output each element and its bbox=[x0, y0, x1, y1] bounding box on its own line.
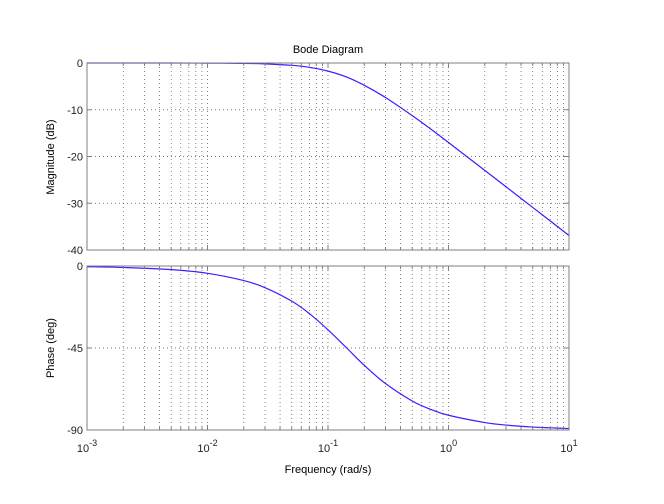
phase-tick-marks bbox=[86, 265, 569, 431]
phase-curve bbox=[86, 266, 570, 430]
ytick-label: -30 bbox=[67, 198, 83, 210]
ytick-label: -20 bbox=[67, 152, 83, 164]
ytick-label: -45 bbox=[67, 343, 83, 355]
frequency-xlabel: Frequency (rad/s) bbox=[285, 464, 372, 476]
magnitude-panel: 0 -10 -20 -30 -40 Magnitude (dB) bbox=[45, 58, 570, 257]
phase-ylabel: Phase (deg) bbox=[45, 318, 57, 378]
xtick-label: 10-2 bbox=[197, 438, 217, 455]
magnitude-grid bbox=[87, 63, 569, 250]
phase-grid bbox=[87, 266, 569, 430]
xtick-label: 101 bbox=[560, 438, 577, 455]
magnitude-ytick-labels: 0 -10 -20 -30 -40 bbox=[67, 58, 83, 257]
phase-ytick-labels: 0 -45 -90 bbox=[67, 261, 83, 437]
magnitude-curve bbox=[86, 62, 570, 236]
ytick-label: 0 bbox=[77, 58, 83, 70]
frequency-tick-labels: 10-3 10-2 10-1 100 101 bbox=[77, 438, 578, 455]
phase-line bbox=[86, 266, 570, 430]
ytick-label: 0 bbox=[77, 261, 83, 273]
ytick-label: -40 bbox=[67, 245, 83, 257]
ytick-label: -10 bbox=[67, 105, 83, 117]
ytick-label: -90 bbox=[67, 425, 83, 437]
phase-panel: 0 -45 -90 Phase (deg) bbox=[45, 261, 570, 437]
xtick-label: 100 bbox=[440, 438, 457, 455]
magnitude-tick-marks bbox=[86, 62, 569, 251]
magnitude-ylabel: Magnitude (dB) bbox=[45, 119, 57, 194]
magnitude-line bbox=[86, 62, 570, 236]
chart-title: Bode Diagram bbox=[293, 44, 363, 56]
xtick-label: 10-1 bbox=[318, 438, 338, 455]
xtick-label: 10-3 bbox=[77, 438, 97, 455]
